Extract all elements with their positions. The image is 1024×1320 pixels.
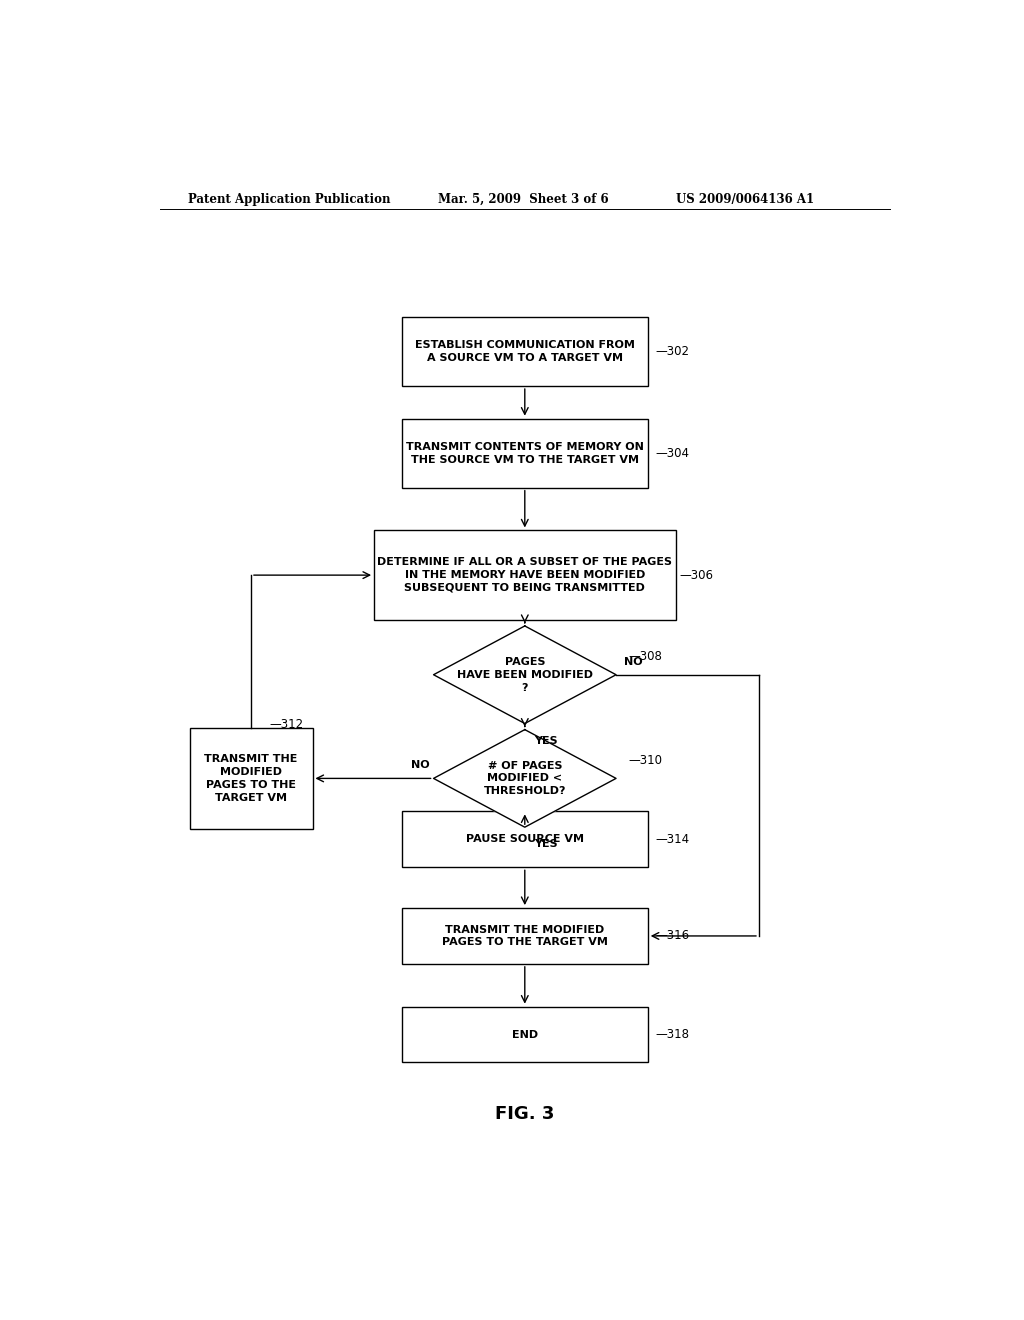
Text: TRANSMIT CONTENTS OF MEMORY ON
THE SOURCE VM TO THE TARGET VM: TRANSMIT CONTENTS OF MEMORY ON THE SOURC… bbox=[406, 442, 644, 465]
Text: —302: —302 bbox=[655, 345, 690, 358]
Text: —316: —316 bbox=[655, 929, 690, 942]
FancyBboxPatch shape bbox=[401, 908, 648, 964]
Text: END: END bbox=[512, 1030, 538, 1040]
Text: DETERMINE IF ALL OR A SUBSET OF THE PAGES
IN THE MEMORY HAVE BEEN MODIFIED
SUBSE: DETERMINE IF ALL OR A SUBSET OF THE PAGE… bbox=[377, 557, 673, 593]
Text: TRANSMIT THE MODIFIED
PAGES TO THE TARGET VM: TRANSMIT THE MODIFIED PAGES TO THE TARGE… bbox=[442, 924, 607, 948]
FancyBboxPatch shape bbox=[401, 317, 648, 385]
Text: —310: —310 bbox=[628, 754, 662, 767]
FancyBboxPatch shape bbox=[189, 727, 312, 829]
FancyBboxPatch shape bbox=[401, 418, 648, 487]
Text: —314: —314 bbox=[655, 833, 690, 846]
Polygon shape bbox=[433, 730, 616, 828]
FancyBboxPatch shape bbox=[401, 1007, 648, 1063]
Text: Patent Application Publication: Patent Application Publication bbox=[187, 193, 390, 206]
Text: NO: NO bbox=[624, 656, 643, 667]
Text: —306: —306 bbox=[680, 569, 714, 582]
Text: —312: —312 bbox=[269, 718, 303, 731]
Polygon shape bbox=[433, 626, 616, 723]
Text: PAUSE SOURCE VM: PAUSE SOURCE VM bbox=[466, 834, 584, 845]
Text: —308: —308 bbox=[628, 649, 662, 663]
Text: —318: —318 bbox=[655, 1028, 690, 1041]
Text: PAGES
HAVE BEEN MODIFIED
?: PAGES HAVE BEEN MODIFIED ? bbox=[457, 657, 593, 693]
Text: YES: YES bbox=[535, 735, 558, 746]
Text: TRANSMIT THE
MODIFIED
PAGES TO THE
TARGET VM: TRANSMIT THE MODIFIED PAGES TO THE TARGE… bbox=[205, 754, 298, 803]
Text: YES: YES bbox=[535, 840, 558, 849]
Text: NO: NO bbox=[411, 760, 430, 771]
Text: FIG. 3: FIG. 3 bbox=[496, 1105, 554, 1123]
FancyBboxPatch shape bbox=[374, 531, 676, 620]
Text: US 2009/0064136 A1: US 2009/0064136 A1 bbox=[676, 193, 814, 206]
Text: # OF PAGES
MODIFIED <
THRESHOLD?: # OF PAGES MODIFIED < THRESHOLD? bbox=[483, 760, 566, 796]
FancyBboxPatch shape bbox=[401, 812, 648, 867]
Text: —304: —304 bbox=[655, 446, 690, 459]
Text: ESTABLISH COMMUNICATION FROM
A SOURCE VM TO A TARGET VM: ESTABLISH COMMUNICATION FROM A SOURCE VM… bbox=[415, 341, 635, 363]
Text: Mar. 5, 2009  Sheet 3 of 6: Mar. 5, 2009 Sheet 3 of 6 bbox=[437, 193, 608, 206]
